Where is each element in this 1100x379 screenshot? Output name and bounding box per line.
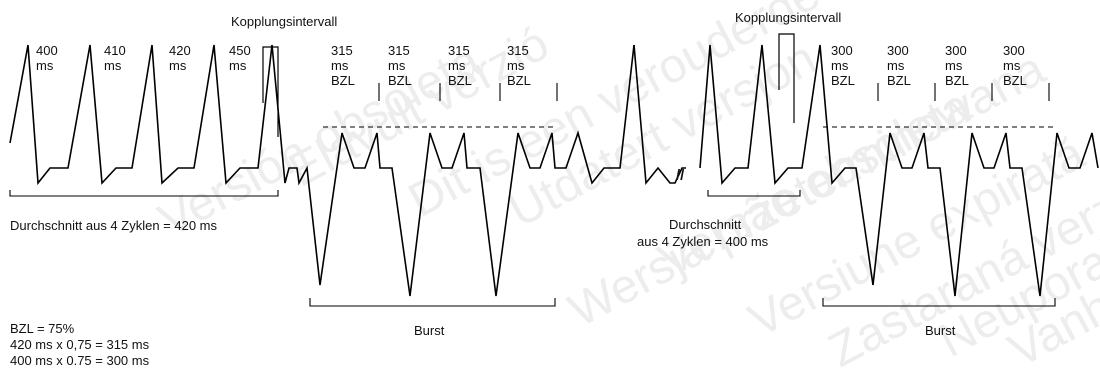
coupling-bracket-1 bbox=[262, 46, 279, 137]
average-label-2-line1: Durchschnitt bbox=[669, 217, 742, 232]
cycle-interval-unit: ms bbox=[36, 58, 54, 73]
cycle-interval-value: 410 bbox=[104, 43, 126, 58]
burst-interval-value: 300 bbox=[831, 43, 853, 58]
burst1-interval-1: 315 ms BZL bbox=[331, 43, 355, 88]
burst-interval-tag: BZL bbox=[388, 73, 412, 88]
burst1-interval-4: 315 ms BZL bbox=[507, 43, 531, 88]
formula-line-2: 420 ms x 0,75 = 315 ms bbox=[10, 337, 150, 352]
burst-interval-unit: ms bbox=[507, 58, 525, 73]
burst-interval-unit: ms bbox=[331, 58, 349, 73]
cycle-interval-2: 410 ms bbox=[104, 43, 126, 73]
formula-line-3: 400 ms x 0.75 = 300 ms bbox=[10, 353, 150, 368]
burst-interval-value: 300 bbox=[945, 43, 967, 58]
burst1-interval-2: 315 ms BZL bbox=[388, 43, 412, 88]
average-label-2-line2: aus 4 Zyklen = 400 ms bbox=[637, 234, 769, 249]
burst-interval-value: 315 bbox=[331, 43, 353, 58]
burst2-interval-4: 300 ms BZL bbox=[1003, 43, 1027, 88]
burst2-interval-1: 300 ms BZL bbox=[831, 43, 855, 88]
burst1-interval-3: 315 ms BZL bbox=[448, 43, 472, 88]
coupling-interval-label-1: Kopplungsintervall bbox=[231, 14, 338, 29]
burst-interval-tag: BZL bbox=[1003, 73, 1027, 88]
burst-interval-value: 315 bbox=[388, 43, 410, 58]
burst2-interval-2: 300 ms BZL bbox=[887, 43, 911, 88]
coupling-bracket-2 bbox=[778, 33, 795, 123]
burst-interval-unit: ms bbox=[887, 58, 905, 73]
burst-interval-tag: BZL bbox=[887, 73, 911, 88]
ecg-trace-right bbox=[699, 44, 1099, 297]
coupling-interval-label-2: Kopplungsintervall bbox=[735, 10, 842, 25]
ecg-trace-middle bbox=[633, 44, 686, 186]
cycle-interval-unit: ms bbox=[104, 58, 122, 73]
burst-bracket-2 bbox=[822, 298, 1056, 307]
cycle-interval-value: 420 bbox=[169, 43, 191, 58]
burst-interval-value: 315 bbox=[448, 43, 470, 58]
burst-interval-tag: BZL bbox=[448, 73, 472, 88]
burst-interval-unit: ms bbox=[448, 58, 466, 73]
cycle-interval-value: 450 bbox=[229, 43, 251, 58]
burst-interval-tag: BZL bbox=[331, 73, 355, 88]
burst-interval-tag: BZL bbox=[831, 73, 855, 88]
burst-interval-value: 300 bbox=[1003, 43, 1025, 58]
cycle-interval-3: 420 ms bbox=[169, 43, 191, 73]
burst-interval-tag: BZL bbox=[507, 73, 531, 88]
burst-interval-unit: ms bbox=[831, 58, 849, 73]
ecg-trace-left bbox=[9, 44, 635, 297]
burst-label-2: Burst bbox=[925, 323, 956, 338]
burst-interval-value: 300 bbox=[887, 43, 909, 58]
break-mark: // bbox=[676, 167, 685, 184]
cycle-interval-unit: ms bbox=[229, 58, 247, 73]
avg-bracket-1 bbox=[9, 190, 279, 197]
cycle-interval-4: 450 ms bbox=[229, 43, 251, 73]
burst2-interval-3: 300 ms BZL bbox=[945, 43, 969, 88]
burst-interval-tag: BZL bbox=[945, 73, 969, 88]
cycle-interval-unit: ms bbox=[169, 58, 187, 73]
burst-bracket-1 bbox=[309, 298, 556, 307]
burst-interval-unit: ms bbox=[388, 58, 406, 73]
bzl-formula: BZL = 75% 420 ms x 0,75 = 315 ms 400 ms … bbox=[10, 321, 149, 369]
formula-line-1: BZL = 75% bbox=[10, 321, 75, 336]
avg-bracket-2 bbox=[707, 190, 801, 197]
cycle-interval-value: 400 bbox=[36, 43, 58, 58]
burst-interval-value: 315 bbox=[507, 43, 529, 58]
average-label-1: Durchschnitt aus 4 Zyklen = 420 ms bbox=[10, 218, 218, 233]
cycle-interval-1: 400 ms bbox=[36, 43, 58, 73]
burst-interval-unit: ms bbox=[945, 58, 963, 73]
burst-interval-unit: ms bbox=[1003, 58, 1021, 73]
burst-label-1: Burst bbox=[414, 323, 445, 338]
